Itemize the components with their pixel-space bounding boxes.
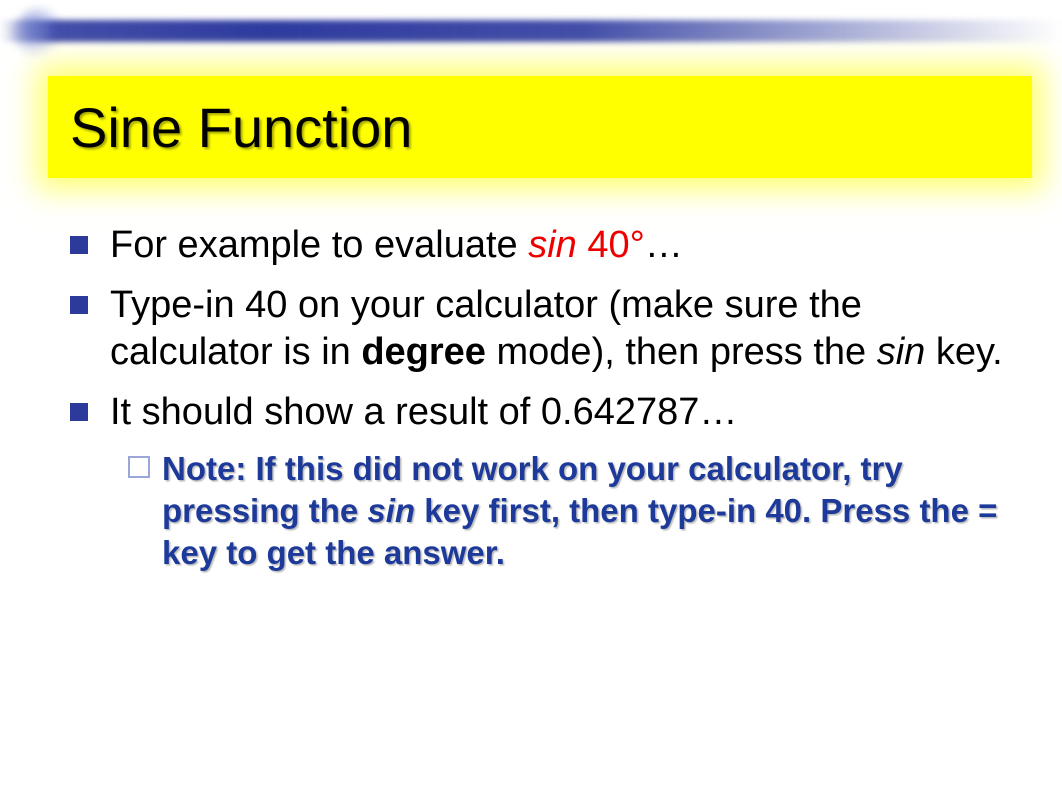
bullet-3: It should show a result of 0.642787… <box>70 389 1022 437</box>
title-box: Sine Function <box>48 76 1032 178</box>
bullet-2-suffix: key. <box>925 331 1002 373</box>
header-dot <box>14 8 64 58</box>
slide-body: For example to evaluate sin 40°… Type-in… <box>70 222 1022 575</box>
bullet-2-mid: mode), then press the <box>486 331 877 373</box>
bullet-1-prefix: For example to evaluate <box>110 224 528 266</box>
note-sin: sin <box>367 492 415 529</box>
bullet-1-suffix: … <box>645 224 683 266</box>
slide-title: Sine Function <box>70 95 412 160</box>
header-bar <box>0 20 1062 42</box>
bullet-2-degree: degree <box>361 331 486 373</box>
bullet-2-sin: sin <box>877 331 926 373</box>
bullet-1: For example to evaluate sin 40°… <box>70 222 1022 270</box>
bullet-1-sin: sin <box>528 224 587 266</box>
bullet-2: Type-in 40 on your calculator (make sure… <box>70 282 1022 377</box>
note-item: Note: If this did not work on your calcu… <box>128 448 1022 575</box>
bullet-1-angle: 40° <box>587 224 644 266</box>
bullet-3-text: It should show a result of 0.642787… <box>110 391 737 433</box>
